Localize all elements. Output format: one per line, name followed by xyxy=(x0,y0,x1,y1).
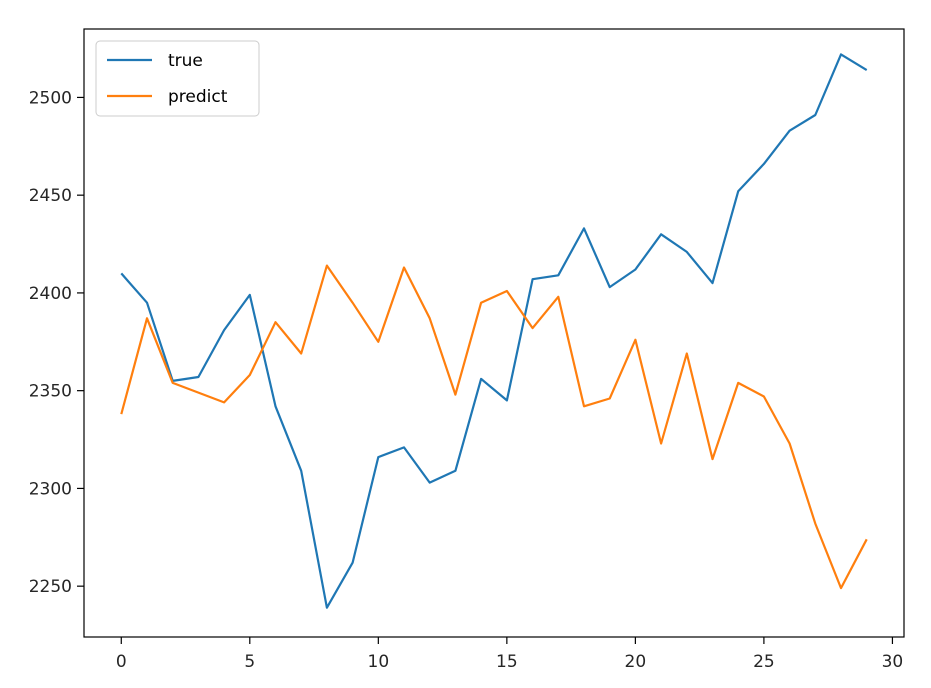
x-tick-label: 15 xyxy=(496,652,518,672)
y-tick-label: 2500 xyxy=(29,88,72,108)
x-tick-label: 0 xyxy=(116,652,127,672)
y-tick-label: 2400 xyxy=(29,284,72,304)
legend: true predict xyxy=(95,40,260,117)
legend-label-predict: predict xyxy=(168,87,228,107)
x-tick-label: 25 xyxy=(753,652,775,672)
x-tick-label: 10 xyxy=(368,652,390,672)
plot-frame xyxy=(83,28,905,638)
legend-label-true: true xyxy=(168,51,203,71)
series-lines xyxy=(120,53,868,609)
y-tick-label: 2250 xyxy=(29,577,72,597)
y-tick-label: 2350 xyxy=(29,382,72,402)
series-line-true xyxy=(120,53,868,609)
y-tick-label: 2300 xyxy=(29,479,72,499)
y-tick-label: 2450 xyxy=(29,186,72,206)
x-tick-label: 5 xyxy=(244,652,255,672)
axis-ticks: 0 5 10 15 20 25 30 2250 2300 2350 2400 2450 2500 xyxy=(29,88,904,672)
x-tick-label: 20 xyxy=(625,652,647,672)
series-line-predict xyxy=(120,264,868,590)
x-tick-label: 30 xyxy=(882,652,904,672)
